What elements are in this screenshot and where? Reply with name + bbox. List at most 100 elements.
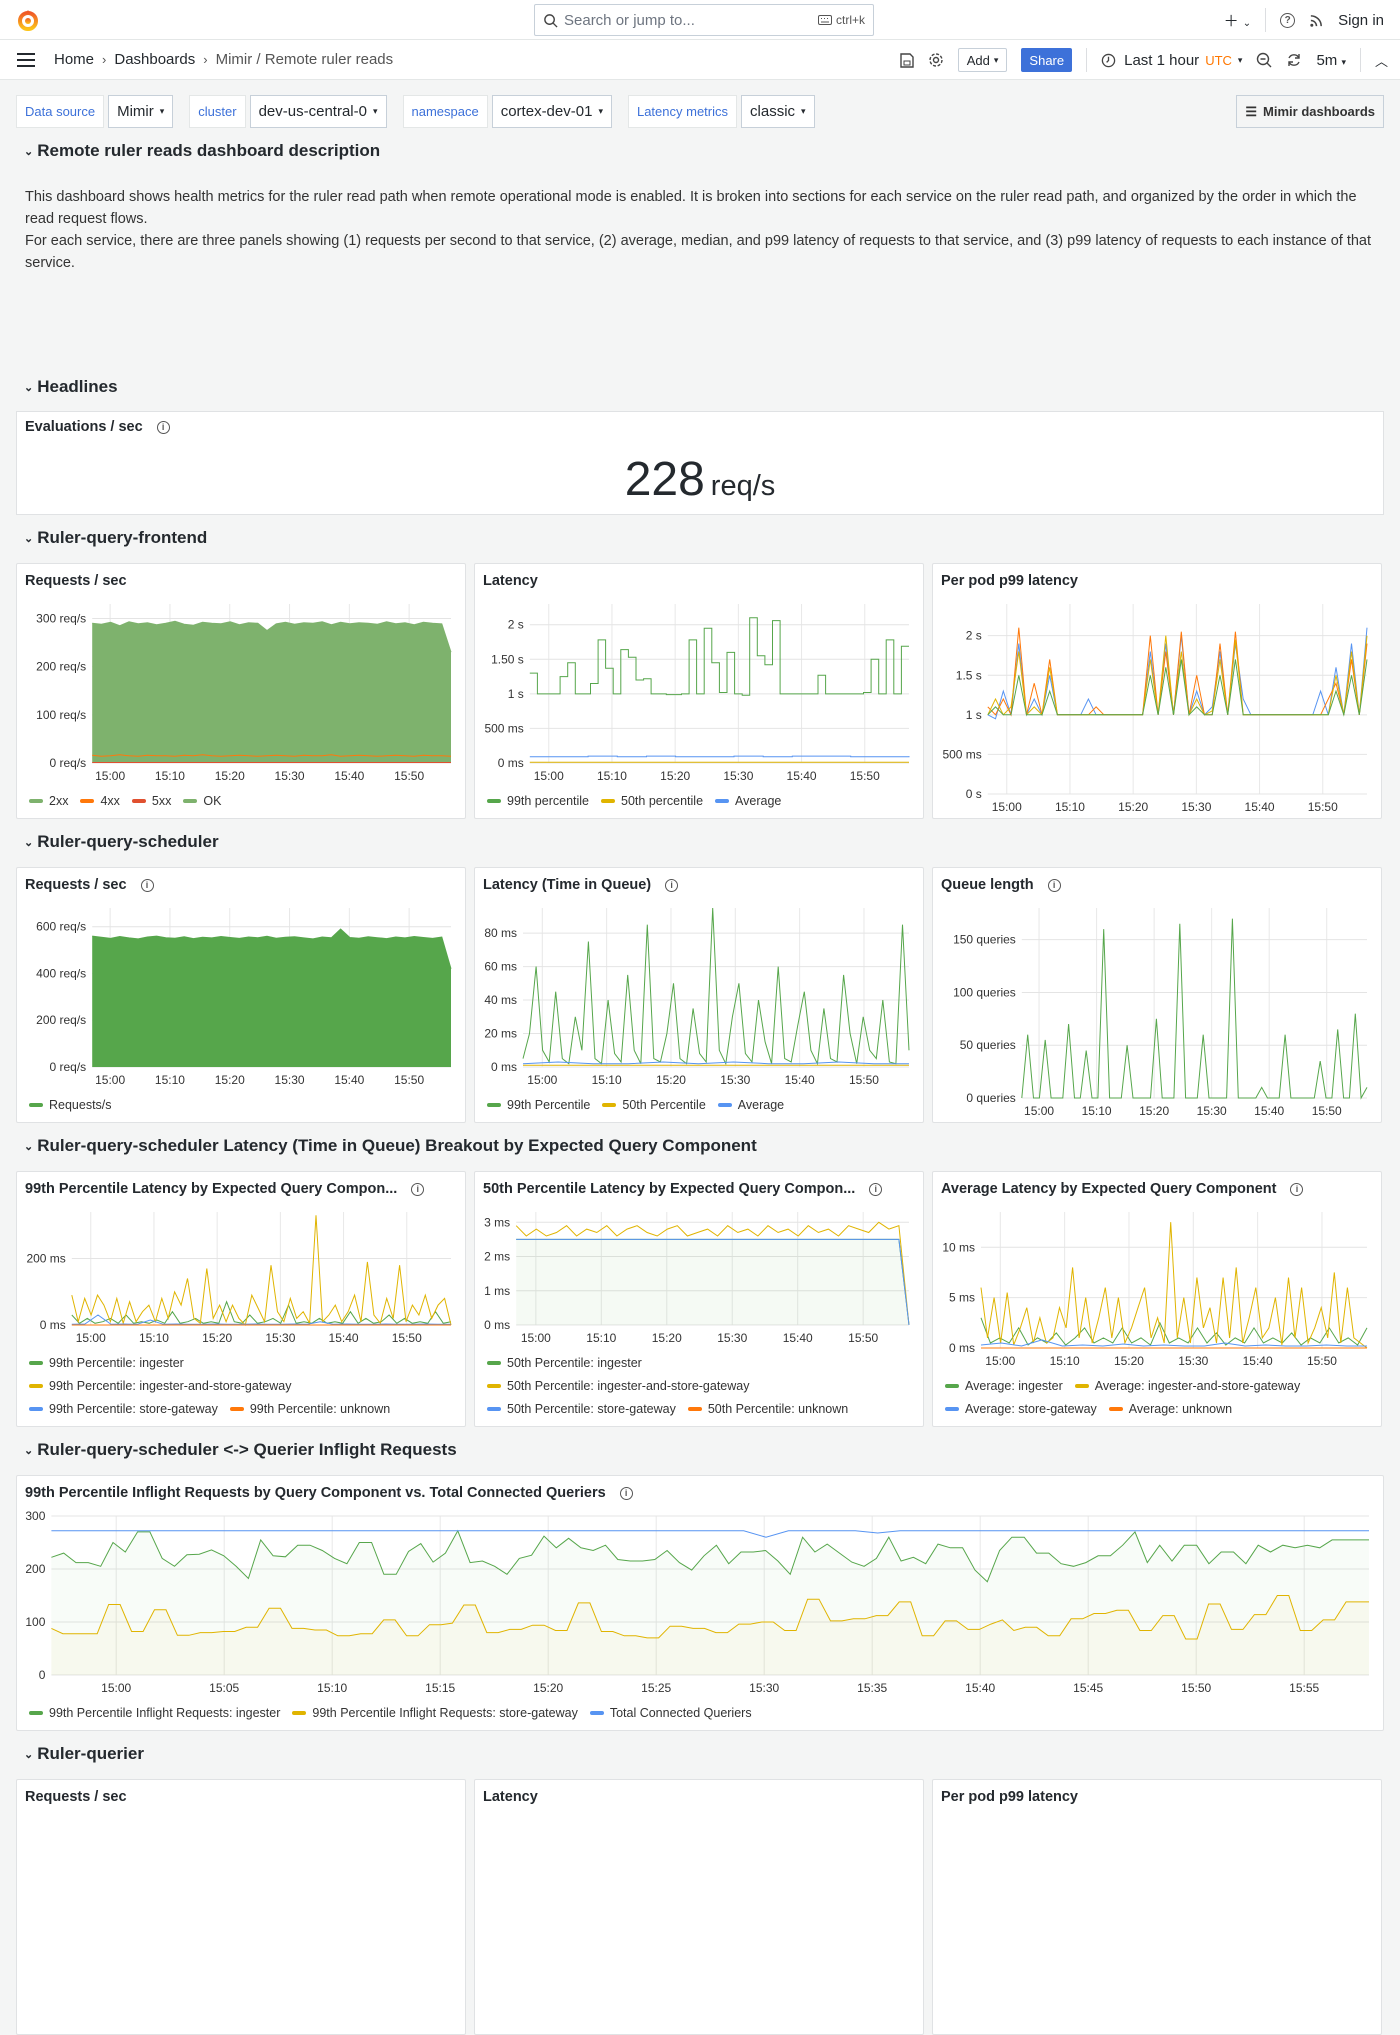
mimir-dashboards-button[interactable]: ☰ Mimir dashboards	[1236, 95, 1384, 128]
x-tick-label: 15:50	[849, 1073, 879, 1087]
row-header[interactable]: ⌄ Ruler-query-scheduler Latency (Time in …	[16, 1131, 1384, 1161]
time-series-chart[interactable]: 15:00 15:10 15:20 15:30 15:40 15:50 0 s 500 ms 1…	[933, 598, 1381, 818]
panel-title[interactable]: 99th Percentile Latency by Expected Quer…	[17, 1172, 465, 1206]
info-icon[interactable]: i	[619, 1486, 633, 1500]
time-picker[interactable]: Last 1 hour	[1101, 52, 1199, 69]
panel-title[interactable]: Latency	[475, 564, 923, 598]
chart-svg: 15:00 15:10 15:20 15:30 15:40 15:50 0 ms 20 ms 4…	[484, 907, 910, 1087]
legend-item[interactable]: 50th Percentile: ingester-and-store-gate…	[487, 1374, 750, 1397]
row-header[interactable]: ⌄ Ruler-query-frontend	[16, 523, 1384, 553]
info-icon[interactable]: i	[665, 878, 679, 892]
menu-icon[interactable]	[16, 52, 36, 68]
time-series-chart[interactable]: 15:00 15:10 15:20 15:30 15:40 15:50 0 req/s 100…	[17, 598, 465, 787]
y-tick-label: 1.50 s	[491, 652, 524, 666]
legend-item[interactable]: Average	[717, 1093, 784, 1116]
row-header-description[interactable]: ⌄ Remote ruler reads dashboard descriptio…	[16, 136, 1384, 166]
legend-item[interactable]: 99th Percentile: ingester	[29, 1351, 184, 1374]
row-header[interactable]: ⌄ Ruler-querier	[16, 1739, 1384, 1769]
legend-item[interactable]: 99th Percentile: store-gateway	[29, 1397, 218, 1420]
panel-title[interactable]: Requests / sec	[17, 1780, 465, 1814]
save-icon[interactable]	[900, 52, 914, 68]
time-series-chart[interactable]: 15:00 15:05 15:10 15:15 15:20 15:25 15:30 15:35…	[17, 1510, 1383, 1699]
panel-title[interactable]: Latency (Time in Queue) i	[475, 868, 923, 902]
legend-item[interactable]: Average: ingester-and-store-gateway	[1074, 1374, 1300, 1397]
variable-label: Latency metrics	[627, 95, 738, 128]
info-icon[interactable]: i	[1290, 1182, 1304, 1196]
panel-title[interactable]: Requests / sec i	[17, 868, 465, 902]
refresh-interval-picker[interactable]: 5m ▾	[1316, 51, 1346, 69]
legend-item[interactable]: 5xx	[131, 789, 171, 812]
panel-title[interactable]: Latency	[475, 1780, 923, 1814]
legend-item[interactable]: Average: unknown	[1108, 1397, 1232, 1420]
row-header[interactable]: ⌄ Ruler-query-scheduler	[16, 827, 1384, 857]
search-input[interactable]: Search or jump to... ctrl+k	[534, 4, 874, 36]
panel-title[interactable]: 99th Percentile Inflight Requests by Que…	[17, 1476, 1383, 1510]
panel-title[interactable]: 50th Percentile Latency by Expected Quer…	[475, 1172, 923, 1206]
legend-item[interactable]: 50th percentile	[601, 789, 703, 812]
chevron-down-icon[interactable]: ▾	[1237, 54, 1243, 65]
time-series-chart[interactable]: 15:00 15:10 15:20 15:30 15:40 15:50 0 ms 1 ms 2 …	[475, 1206, 923, 1349]
x-tick-label: 15:20	[660, 769, 690, 783]
zoom-out-icon[interactable]	[1256, 52, 1272, 68]
legend-item[interactable]: Average: store-gateway	[945, 1397, 1097, 1420]
legend-item[interactable]: 50th Percentile: store-gateway	[487, 1397, 676, 1420]
variable-label: cluster	[189, 95, 246, 128]
legend-item[interactable]: 99th Percentile	[487, 1093, 590, 1116]
time-series-chart[interactable]: 15:00 15:10 15:20 15:30 15:40 15:50 0 req/s 200…	[17, 902, 465, 1091]
grafana-logo-icon[interactable]	[16, 8, 40, 32]
legend-item[interactable]: 50th Percentile	[602, 1093, 706, 1116]
time-series-chart[interactable]: 15:00 15:10 15:20 15:30 15:40 15:50 0 ms 20 ms 4…	[475, 902, 923, 1091]
panel-title[interactable]: Queue length i	[933, 868, 1381, 902]
legend-item[interactable]: Requests/s	[29, 1093, 112, 1116]
legend-item[interactable]: 99th Percentile Inflight Requests: store…	[292, 1701, 578, 1724]
info-icon[interactable]: i	[1047, 878, 1061, 892]
sign-in-link[interactable]: Sign in	[1338, 11, 1384, 29]
x-tick-label: 15:40	[783, 1331, 813, 1345]
legend-swatch	[29, 1710, 43, 1715]
legend-item[interactable]: Average	[715, 789, 781, 812]
panel-title[interactable]: Requests / sec	[17, 564, 465, 598]
help-icon[interactable]: ?	[1280, 12, 1296, 28]
series-line	[515, 1221, 910, 1326]
breadcrumb-home[interactable]: Home	[54, 51, 95, 68]
legend-item[interactable]: Average: ingester	[945, 1374, 1063, 1397]
legend-item[interactable]: 50th Percentile: unknown	[687, 1397, 848, 1420]
refresh-icon[interactable]	[1286, 52, 1302, 68]
panel-title[interactable]: Average Latency by Expected Query Compon…	[933, 1172, 1381, 1206]
variable-select[interactable]: Mimir ▾	[108, 95, 174, 128]
variable-select[interactable]: classic ▾	[741, 95, 815, 128]
panel-title[interactable]: Per pod p99 latency	[933, 1780, 1381, 1814]
collapse-up-icon[interactable]: ︿	[1374, 53, 1388, 69]
legend-item[interactable]: 99th Percentile: ingester-and-store-gate…	[29, 1374, 292, 1397]
legend-item[interactable]: Total Connected Queriers	[589, 1701, 752, 1724]
breadcrumb-dashboards[interactable]: Dashboards	[114, 51, 196, 68]
x-tick-label: 15:40	[334, 769, 364, 783]
row-header-headlines[interactable]: ⌄ Headlines	[16, 372, 1384, 402]
new-menu-button[interactable]: ＋ ⌄	[1223, 12, 1252, 30]
rss-icon[interactable]	[1309, 13, 1324, 28]
info-icon[interactable]: i	[411, 1182, 425, 1196]
legend-item[interactable]: 50th Percentile: ingester	[487, 1351, 642, 1374]
add-button[interactable]: Add ▾	[957, 48, 1008, 72]
legend-item[interactable]: 99th Percentile: unknown	[229, 1397, 390, 1420]
time-series-chart[interactable]: 15:00 15:10 15:20 15:30 15:40 15:50 0 queries 5…	[933, 902, 1381, 1122]
time-series-chart[interactable]: 15:00 15:10 15:20 15:30 15:40 15:50 0 ms 200 ms	[17, 1206, 465, 1349]
info-icon[interactable]: i	[140, 878, 154, 892]
gear-icon[interactable]	[928, 52, 944, 68]
panel-title[interactable]: Per pod p99 latency	[933, 564, 1381, 598]
legend-item[interactable]: 99th percentile	[487, 789, 589, 812]
info-icon[interactable]: i	[156, 420, 170, 434]
legend-item[interactable]: OK	[183, 789, 221, 812]
legend-item[interactable]: 2xx	[29, 789, 68, 812]
info-icon[interactable]: i	[869, 1182, 883, 1196]
time-series-chart[interactable]: 15:00 15:10 15:20 15:30 15:40 15:50 0 ms 500 ms…	[475, 598, 923, 787]
variable-select[interactable]: dev-us-central-0 ▾	[249, 95, 387, 128]
legend-item[interactable]: 99th Percentile Inflight Requests: inges…	[29, 1701, 280, 1724]
row-header[interactable]: ⌄ Ruler-query-scheduler <-> Querier Infli…	[16, 1435, 1384, 1465]
variable-select[interactable]: cortex-dev-01 ▾	[491, 95, 612, 128]
y-tick-label: 400 req/s	[36, 966, 86, 980]
share-button[interactable]: Share	[1021, 48, 1073, 72]
time-series-chart[interactable]: 15:00 15:10 15:20 15:30 15:40 15:50 0 ms 5 ms 10…	[933, 1206, 1381, 1372]
x-tick-label: 15:10	[139, 1331, 169, 1345]
legend-item[interactable]: 4xx	[80, 789, 120, 812]
